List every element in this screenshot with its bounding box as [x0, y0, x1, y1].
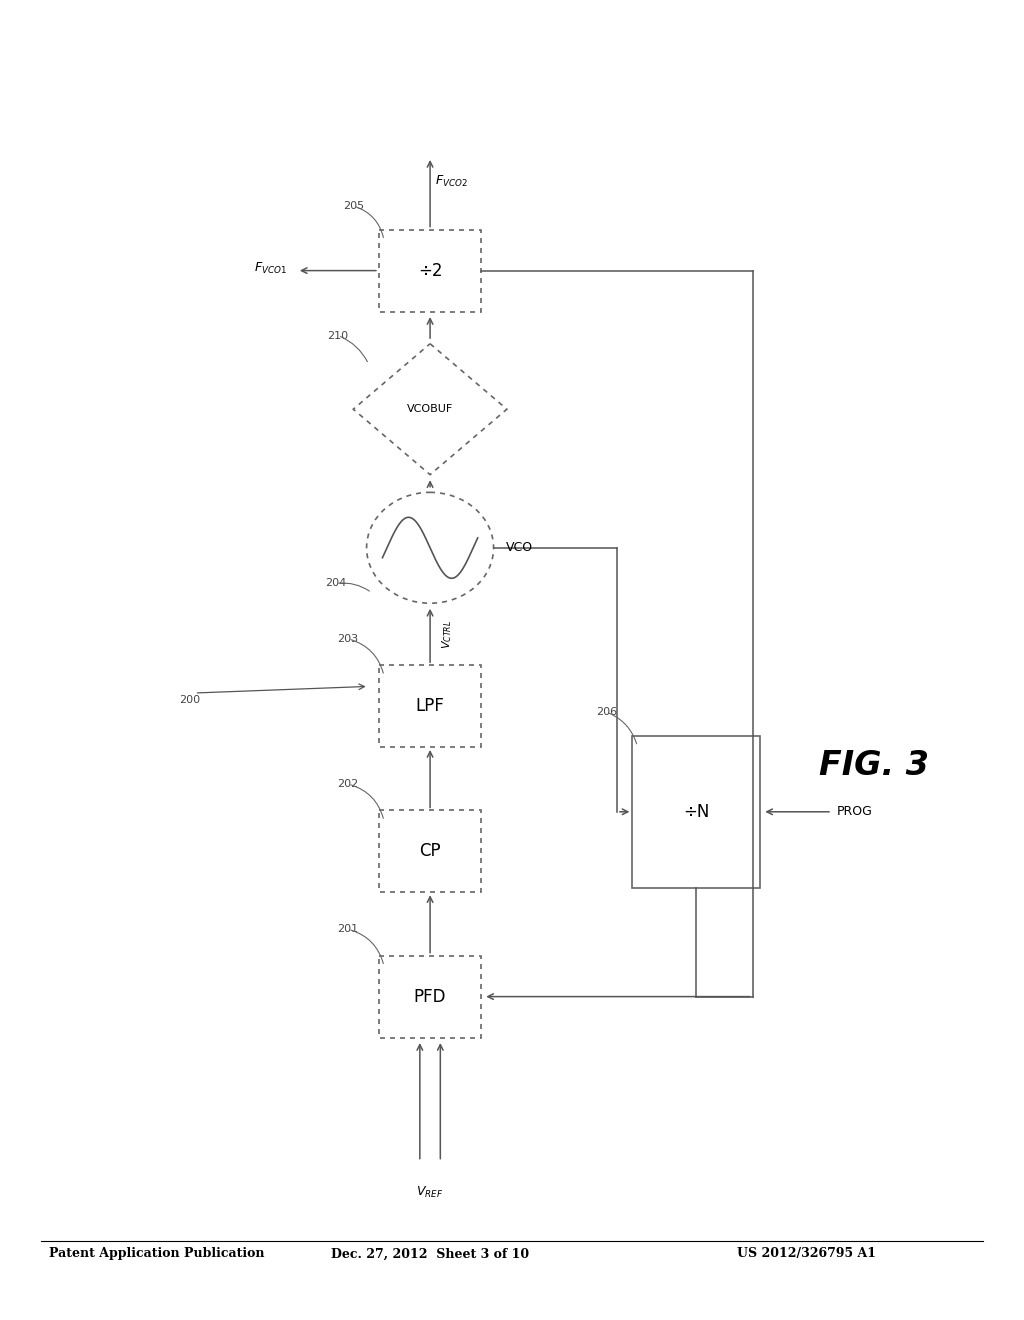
- FancyBboxPatch shape: [379, 956, 481, 1038]
- Text: 202: 202: [338, 779, 358, 789]
- Text: 206: 206: [596, 708, 617, 717]
- Text: CP: CP: [419, 842, 441, 861]
- FancyBboxPatch shape: [379, 810, 481, 892]
- Text: VCOBUF: VCOBUF: [407, 404, 454, 414]
- Text: 205: 205: [343, 201, 364, 211]
- Text: 200: 200: [179, 694, 200, 705]
- Text: LPF: LPF: [416, 697, 444, 715]
- FancyBboxPatch shape: [379, 230, 481, 312]
- Text: Patent Application Publication: Patent Application Publication: [49, 1247, 264, 1261]
- Text: US 2012/326795 A1: US 2012/326795 A1: [737, 1247, 877, 1261]
- Text: $F_{VCO1}$: $F_{VCO1}$: [254, 260, 287, 276]
- Text: 210: 210: [328, 330, 348, 341]
- Text: PFD: PFD: [414, 987, 446, 1006]
- Text: ÷2: ÷2: [418, 261, 442, 280]
- Text: 203: 203: [338, 634, 358, 644]
- FancyBboxPatch shape: [379, 665, 481, 747]
- FancyBboxPatch shape: [633, 737, 760, 887]
- Text: $F_{VCO2}$: $F_{VCO2}$: [435, 174, 468, 189]
- Polygon shape: [353, 343, 507, 475]
- Text: $V_{CTRL}$: $V_{CTRL}$: [440, 619, 454, 649]
- Text: VCO: VCO: [506, 541, 532, 554]
- Text: 204: 204: [326, 578, 346, 589]
- Ellipse shape: [367, 492, 494, 603]
- Text: PROG: PROG: [838, 805, 873, 818]
- Text: 201: 201: [338, 924, 358, 935]
- Text: ÷N: ÷N: [683, 803, 710, 821]
- Text: FIG. 3: FIG. 3: [819, 750, 929, 781]
- Text: $V_{REF}$: $V_{REF}$: [417, 1185, 443, 1200]
- Text: Dec. 27, 2012  Sheet 3 of 10: Dec. 27, 2012 Sheet 3 of 10: [331, 1247, 529, 1261]
